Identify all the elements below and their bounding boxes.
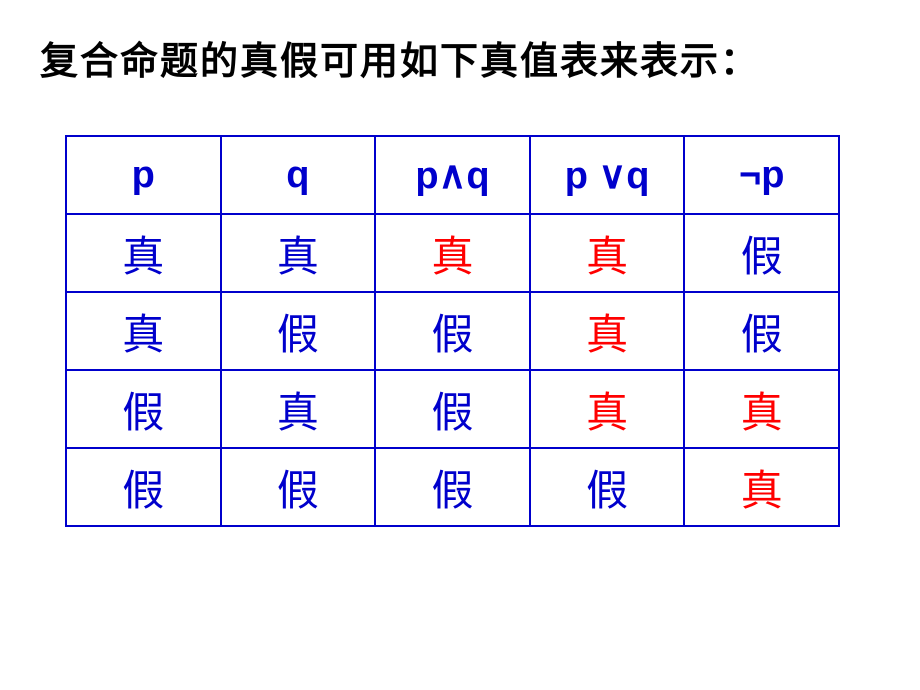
- cell: 真: [530, 370, 685, 448]
- table-header-row: p q p∧q p ∨q ¬p: [66, 136, 839, 214]
- table-row: 真 真 真 真 假: [66, 214, 839, 292]
- cell: 假: [684, 214, 839, 292]
- cell: 真: [684, 370, 839, 448]
- cell: 真: [66, 214, 221, 292]
- cell: 真: [530, 292, 685, 370]
- page-title: 复合命题的真假可用如下真值表来表示：: [40, 30, 880, 85]
- header-not-p: ¬p: [684, 136, 839, 214]
- cell: 真: [221, 370, 376, 448]
- cell: 真: [375, 214, 530, 292]
- truth-table: p q p∧q p ∨q ¬p 真 真 真 真 假 真 假 假 真 假 假 真 …: [65, 135, 840, 527]
- cell: 真: [530, 214, 685, 292]
- header-p-or-q: p ∨q: [530, 136, 685, 214]
- cell: 真: [684, 448, 839, 526]
- table-row: 假 真 假 真 真: [66, 370, 839, 448]
- cell: 假: [530, 448, 685, 526]
- cell: 假: [375, 370, 530, 448]
- table-row: 假 假 假 假 真: [66, 448, 839, 526]
- cell: 假: [66, 370, 221, 448]
- cell: 假: [221, 292, 376, 370]
- table-row: 真 假 假 真 假: [66, 292, 839, 370]
- header-q: q: [221, 136, 376, 214]
- header-p: p: [66, 136, 221, 214]
- cell: 真: [66, 292, 221, 370]
- cell: 假: [375, 292, 530, 370]
- cell: 假: [375, 448, 530, 526]
- header-p-and-q: p∧q: [375, 136, 530, 214]
- cell: 真: [221, 214, 376, 292]
- cell: 假: [221, 448, 376, 526]
- cell: 假: [66, 448, 221, 526]
- cell: 假: [684, 292, 839, 370]
